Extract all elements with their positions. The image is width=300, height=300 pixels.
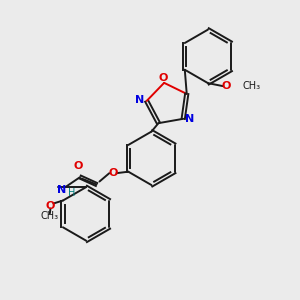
Text: H: H [68,188,76,198]
Text: O: O [73,161,83,171]
Text: O: O [222,81,231,91]
Text: CH₃: CH₃ [242,81,260,91]
Text: O: O [108,168,118,178]
Text: N: N [136,95,145,105]
Text: N: N [185,114,194,124]
Text: CH₃: CH₃ [41,211,59,221]
Text: O: O [158,73,168,82]
Text: O: O [45,201,55,211]
Text: N: N [57,184,66,194]
